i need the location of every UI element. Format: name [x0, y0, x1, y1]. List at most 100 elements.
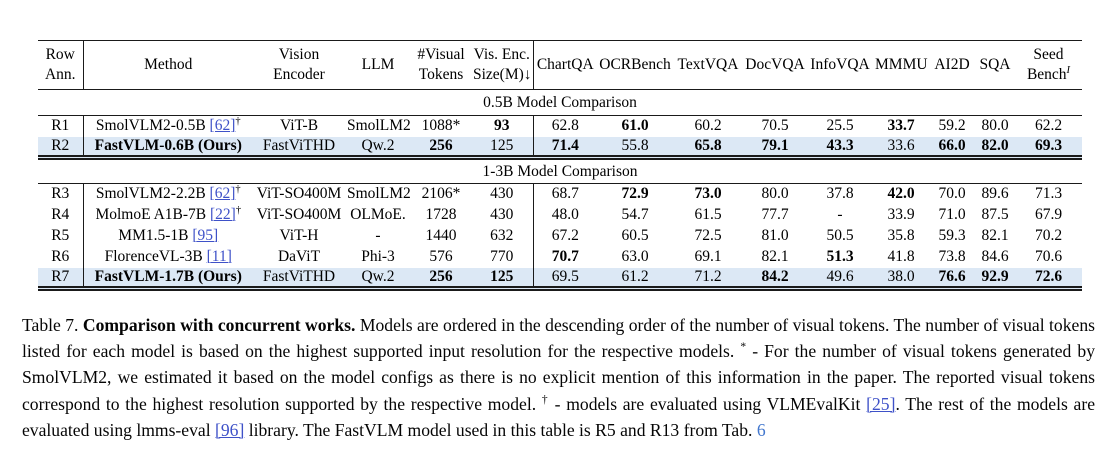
row-ann-cell: R5 [51, 227, 70, 244]
metric-cell: 84.6 [981, 248, 1009, 265]
metric-cell: 61.5 [694, 206, 722, 223]
llm-cell: SmolLM2 [347, 117, 411, 135]
dagger-marker: † [235, 116, 241, 128]
citation-link[interactable]: [96] [215, 419, 245, 440]
metric-cell: 69.3 [1015, 136, 1082, 158]
llm-cell: Qw.2 [345, 267, 411, 289]
metric-cell: 41.8 [887, 248, 915, 265]
vision-encoder-cell: ViT-H [279, 227, 319, 244]
visual-tokens-cell: 576 [429, 248, 453, 265]
table-row-r7: R7 FastVLM-1.7B (Ours) FastViTHD Qw.2 256 125… [38, 267, 1082, 289]
metric-cell: 80.0 [761, 185, 789, 203]
visual-tokens-cell: 256 [411, 136, 471, 158]
metric-cell: 87.5 [981, 206, 1009, 223]
row-ann-cell: R4 [51, 206, 70, 223]
caption-text: - models are evaluated using VLMEvalKit [554, 393, 861, 414]
metric-cell: 82.1 [761, 248, 789, 265]
llm-cell: - [375, 227, 381, 244]
method-cell: FlorenceVL-3B [11] [82, 246, 253, 268]
metric-cell: 70.2 [1034, 227, 1063, 244]
metric-cell: 35.8 [887, 227, 915, 244]
table-row-r2: R2 FastVLM-0.6B (Ours) FastViTHD Qw.2 256 125… [38, 136, 1082, 158]
citation-link[interactable]: [22] [209, 206, 236, 223]
table-ref-link[interactable]: 6 [756, 419, 766, 440]
metric-cell: 37.8 [826, 185, 854, 203]
enc-size-cell: 125 [471, 136, 533, 158]
table-caption: Table 7. Comparison with concurrent work… [22, 312, 1095, 443]
metric-cell: 79.1 [743, 136, 807, 158]
method-name: FastVLM-0.6B (Ours) [94, 136, 242, 154]
metric-cell: 33.6 [873, 136, 929, 158]
section-title: 1-3B Model Comparison [482, 162, 638, 180]
caption-star-marker: * [740, 341, 747, 354]
header-rowann: Row Ann. [44, 46, 76, 83]
method-cell: FastVLM-1.7B (Ours) [82, 267, 253, 289]
vision-encoder-cell: FastViTHD [253, 267, 345, 289]
section-header-row: 1-3B Model Comparison [38, 158, 1082, 184]
header-chartqa: ChartQA [532, 40, 597, 90]
metric-cell: 71.4 [532, 136, 597, 158]
vision-encoder-cell: ViT-SO400M [256, 206, 342, 223]
method-name: MM1.5-1B [118, 227, 189, 244]
metric-cell: 72.6 [1015, 267, 1082, 289]
enc-size-cell: 93 [494, 117, 510, 135]
header-visualtokens: #Visual Tokens [417, 46, 465, 83]
header-method: Method [82, 40, 253, 90]
metric-cell: 61.2 [597, 267, 673, 289]
enc-size-cell: 430 [490, 185, 514, 203]
table-row-r6: R6 FlorenceVL-3B [11] DaViT Phi-3 576 770 70.7… [38, 246, 1082, 268]
metric-cell: 63.0 [621, 248, 649, 265]
enc-size-cell: 125 [471, 267, 533, 289]
metric-cell: 82.0 [975, 136, 1015, 158]
table-header: Row Ann. Method Vision Encoder LLM #Visual Toke… [38, 40, 1082, 90]
header-docvqa: DocVQA [745, 56, 805, 73]
metric-cell: 80.0 [981, 117, 1009, 135]
metric-cell: 72.5 [694, 227, 722, 244]
llm-cell: OLMoE. [350, 206, 406, 223]
metric-cell: 61.0 [621, 117, 649, 135]
metric-cell: 48.0 [532, 204, 597, 226]
header-visencsizem: Vis. Enc. Size(M)↓ [473, 46, 532, 83]
method-cell: FastVLM-0.6B (Ours) [82, 136, 253, 158]
dagger-marker: † [235, 184, 241, 196]
row-ann-cell: R3 [51, 185, 70, 203]
row-ann-cell: R1 [51, 117, 70, 135]
header-mmmu: MMMU [875, 56, 928, 73]
caption-dagger-marker: † [541, 393, 549, 406]
citation-link[interactable]: [11] [206, 248, 232, 265]
metric-cell: 33.9 [887, 206, 915, 223]
metric-cell: 71.2 [673, 267, 743, 289]
visual-tokens-cell: 256 [411, 267, 471, 289]
caption-text: Models are ordered in the descending ord… [22, 315, 1095, 362]
metric-cell: 71.3 [1034, 185, 1063, 203]
metric-cell: 51.3 [826, 248, 854, 265]
caption-title: Comparison with concurrent works. [82, 315, 356, 335]
citation-link[interactable]: [62] [209, 185, 236, 203]
vision-encoder-cell: ViT-SO400M [256, 185, 342, 203]
comparison-table: Row Ann. Method Vision Encoder LLM #Visual Toke… [38, 40, 1082, 291]
citation-link[interactable]: [25] [866, 393, 896, 414]
visual-tokens-cell: 1728 [425, 206, 457, 223]
metric-cell: 76.6 [929, 267, 975, 289]
metric-cell: 59.3 [938, 227, 966, 244]
enc-size-cell: 632 [490, 227, 514, 244]
table-row-r1: R1 SmolVLM2-0.5B [62]† ViT-B SmolLM2 1088* 93… [38, 115, 1082, 137]
section-title: 0.5B Model Comparison [483, 93, 637, 111]
metric-cell: 55.8 [597, 136, 673, 158]
metric-cell: 62.8 [532, 115, 597, 137]
citation-link[interactable]: [62] [209, 117, 236, 135]
metric-cell: 71.0 [938, 206, 966, 223]
metric-cell: 68.7 [532, 183, 597, 205]
metric-cell: 62.2 [1034, 117, 1063, 135]
method-cell: SmolVLM2-0.5B [62]† [82, 115, 253, 137]
metric-cell: 38.0 [873, 267, 929, 289]
llm-cell: Qw.2 [345, 136, 411, 158]
metric-cell: 33.7 [887, 117, 915, 135]
citation-link[interactable]: [95] [192, 227, 219, 244]
metric-cell: 82.1 [981, 227, 1009, 244]
metric-cell: 70.0 [938, 185, 966, 203]
metric-cell: 77.7 [761, 206, 789, 223]
method-name: SmolVLM2-0.5B [95, 117, 206, 135]
caption-text: - For the number of visual tokens genera… [22, 341, 1095, 414]
header-infovqa: InfoVQA [810, 56, 870, 73]
